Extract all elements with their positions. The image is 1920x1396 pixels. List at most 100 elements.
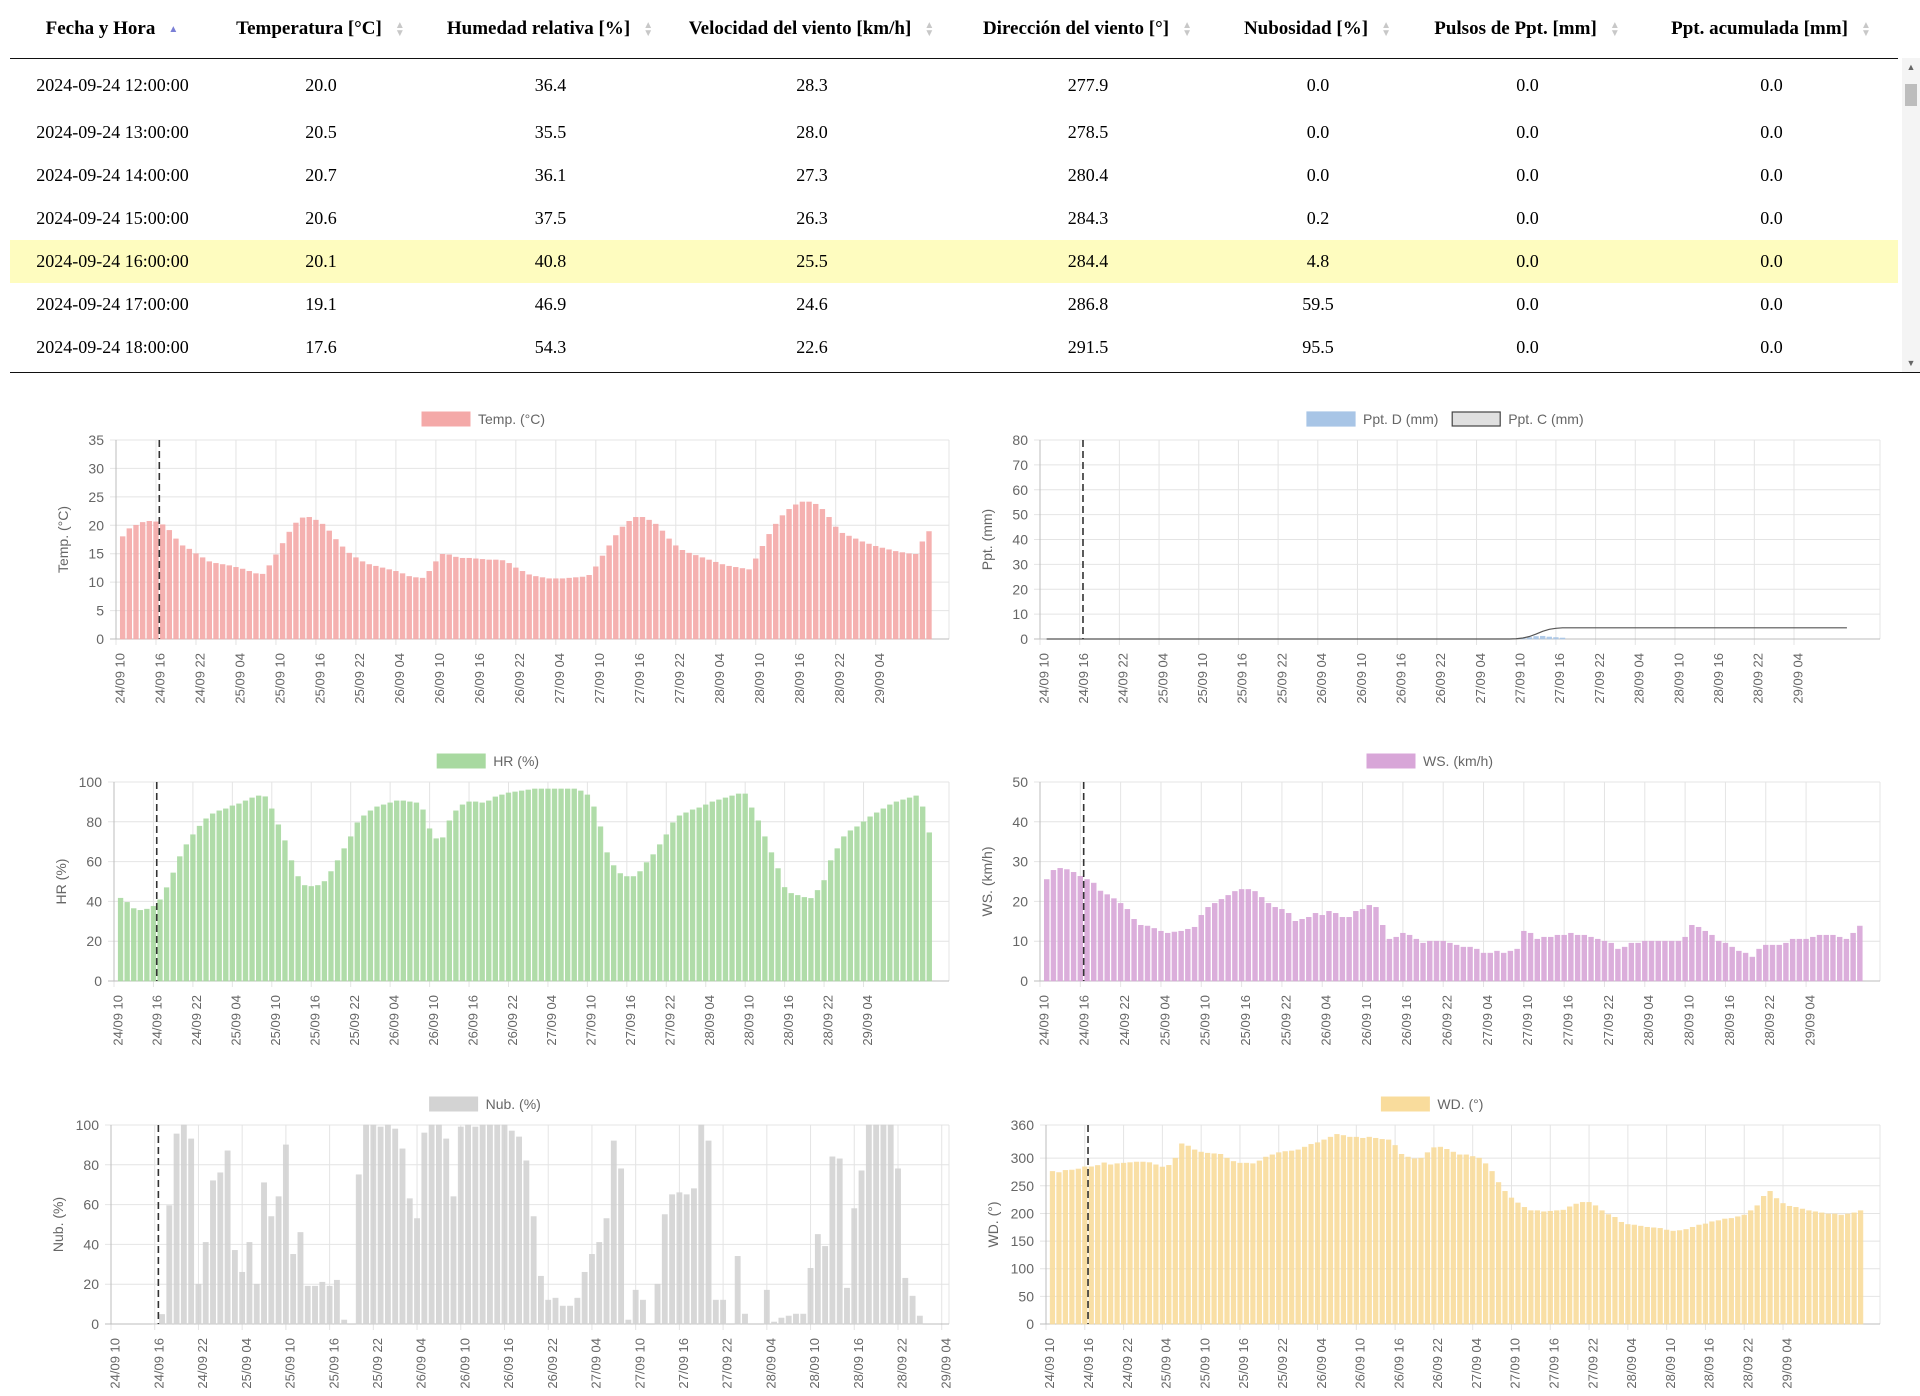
x-tick-label: 28/09 10 (807, 1338, 822, 1389)
sort-icon[interactable]: ▲ ▼ (1860, 19, 1871, 39)
x-tick-label: 26/09 22 (512, 653, 527, 704)
bar (567, 1305, 574, 1325)
sort-icon[interactable]: ▲ ▼ (643, 19, 654, 39)
bar (1101, 1162, 1107, 1325)
column-header-ppt-acumulada[interactable]: Ppt. acumulada [mm] ▲ ▼ (1645, 0, 1898, 59)
table-cell: 0.0 (1516, 208, 1539, 228)
bar (393, 571, 399, 640)
bar (673, 545, 679, 640)
bar (231, 1250, 238, 1325)
table-row[interactable]: 2024-09-24 17:00:00 19.1 46.9 24.6 286.8… (10, 283, 1898, 326)
bar (1470, 1156, 1476, 1325)
bar (179, 545, 186, 640)
x-tick-label: 27/09 04 (589, 1338, 604, 1389)
bar (551, 788, 558, 982)
bar (1166, 1165, 1172, 1325)
bar (1191, 926, 1198, 982)
bar (453, 810, 459, 982)
scrollbar-thumb[interactable] (1905, 84, 1917, 106)
bar (1398, 1153, 1405, 1325)
bar (153, 521, 159, 640)
column-header-temperatura[interactable]: Temperatura [°C] ▲ ▼ (215, 0, 427, 59)
table-cell: 20.5 (305, 122, 337, 142)
sort-icon[interactable]: ▲ ▼ (924, 19, 935, 39)
table-cell: 0.0 (1306, 74, 1330, 95)
column-header-nubosidad[interactable]: Nubosidad [%] ▲ ▼ (1226, 0, 1410, 59)
table-row[interactable]: 2024-09-24 18:00:00 17.6 54.3 22.6 291.5… (10, 326, 1898, 369)
table-cell: 20.0 (305, 74, 337, 95)
bar (1810, 936, 1816, 982)
x-tick-label: 28/09 04 (763, 1338, 778, 1389)
bar (279, 543, 286, 640)
x-tick-label: 26/09 16 (472, 653, 487, 704)
table-cell: 0.0 (1516, 122, 1539, 142)
bar (1346, 917, 1352, 982)
bar (526, 574, 532, 640)
bar (1534, 938, 1540, 982)
table-scrollbar[interactable]: ▲ ▼ (1902, 58, 1920, 372)
bar (519, 571, 526, 640)
bar (1437, 1146, 1443, 1325)
column-header-direccion-viento[interactable]: Dirección del viento [°] ▲ ▼ (950, 0, 1226, 59)
bar (312, 1285, 318, 1325)
table-row[interactable]: 2024-09-24 13:00:00 20.5 35.5 28.0 278.5… (10, 111, 1898, 154)
bar (1756, 948, 1762, 982)
column-header-pulsos-ppt[interactable]: Pulsos de Ppt. [mm] ▲ ▼ (1410, 0, 1645, 59)
bar (1487, 952, 1493, 982)
bar (183, 844, 189, 982)
bar (586, 575, 592, 640)
x-tick-label: 26/09 10 (1354, 653, 1369, 704)
x-tick-label: 29/09 04 (1779, 1338, 1794, 1389)
bar (713, 561, 719, 640)
bar (1642, 940, 1648, 982)
bar (630, 876, 637, 982)
table-cell: 35.5 (534, 122, 567, 142)
scroll-up-arrow-icon[interactable]: ▲ (1906, 62, 1916, 72)
bar (1295, 1149, 1301, 1325)
sort-asc-icon[interactable]: ▲ (168, 23, 179, 35)
column-header-fecha[interactable]: Fecha y Hora ▲ (10, 0, 215, 59)
table-row[interactable]: 2024-09-24 15:00:00 20.6 37.5 26.3 284.3… (10, 197, 1898, 240)
bar (1185, 928, 1191, 982)
table-cell: 0.0 (1516, 294, 1539, 314)
y-tick-label: 40 (86, 893, 102, 909)
bar (846, 535, 852, 640)
y-tick-label: 80 (1012, 432, 1028, 448)
bar (199, 557, 206, 640)
x-tick-label: 25/09 10 (1198, 995, 1213, 1046)
column-header-humedad[interactable]: Humedad relativa [%] ▲ ▼ (427, 0, 674, 59)
x-tick-label: 26/09 10 (1359, 995, 1374, 1046)
bar (1823, 934, 1829, 982)
bar (1521, 930, 1527, 982)
sort-icon[interactable]: ▲ ▼ (1381, 19, 1391, 39)
bar (170, 872, 176, 982)
table-row-highlighted[interactable]: 2024-09-24 16:00:00 20.1 40.8 25.5 284.4… (10, 240, 1898, 283)
x-tick-label: 27/09 22 (663, 995, 678, 1046)
table-row[interactable]: 2024-09-24 12:00:00 20.0 36.4 28.3 277.9… (10, 59, 1898, 112)
bar (233, 567, 239, 640)
sort-icon[interactable]: ▲ ▼ (394, 19, 405, 39)
bar (1237, 1162, 1243, 1325)
column-header-velocidad-viento[interactable]: Velocidad del viento [km/h] ▲ ▼ (674, 0, 950, 59)
sort-icon[interactable]: ▲ ▼ (1182, 19, 1193, 39)
bar (1124, 909, 1131, 982)
bar (900, 799, 906, 982)
table-row[interactable]: 2024-09-24 14:00:00 20.7 36.1 27.3 280.4… (10, 154, 1898, 197)
bar (1312, 913, 1319, 982)
bar (1689, 1226, 1696, 1325)
bar (573, 577, 579, 640)
bar (1843, 938, 1850, 982)
weather-data-table: Fecha y Hora ▲ Temperatura [°C] ▲ ▼ Humedad… (10, 0, 1898, 369)
bar (1146, 1162, 1153, 1325)
bar (440, 837, 446, 982)
bar (606, 545, 612, 640)
scroll-down-arrow-icon[interactable]: ▼ (1906, 358, 1916, 368)
x-tick-label: 28/09 22 (1740, 1338, 1755, 1389)
table-cell: 0.0 (1410, 240, 1645, 283)
bar (735, 793, 742, 982)
bar (1062, 1170, 1069, 1325)
sort-icon[interactable]: ▲ ▼ (1609, 19, 1620, 39)
bar (899, 552, 906, 640)
bar (1050, 870, 1057, 982)
table-cell: 24.6 (796, 294, 828, 314)
